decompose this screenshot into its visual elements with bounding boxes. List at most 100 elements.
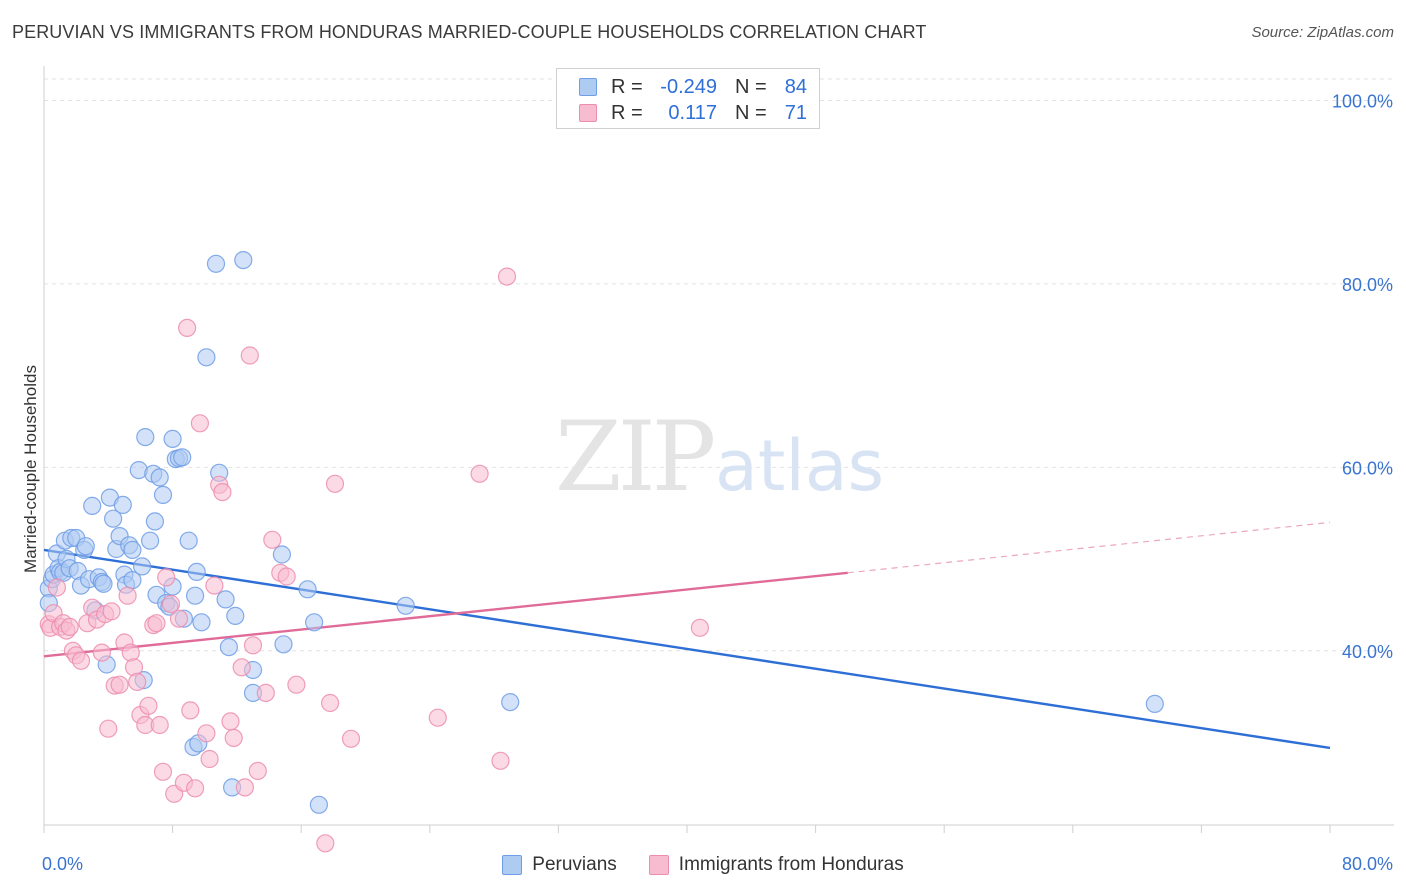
honduras-trendline xyxy=(43,571,848,658)
honduras-point xyxy=(150,715,169,735)
honduras-point xyxy=(139,696,158,715)
y-axis-label: Married-couple Households xyxy=(21,365,40,573)
honduras-point xyxy=(235,778,254,797)
legend-item-honduras[interactable]: Immigrants from Honduras xyxy=(648,854,904,876)
honduras-point xyxy=(161,594,181,614)
honduras-point xyxy=(213,483,232,502)
honduras-point xyxy=(60,617,79,637)
honduras-point xyxy=(157,568,176,587)
r-label: R = xyxy=(611,101,643,124)
peruvian-point xyxy=(133,557,152,576)
honduras-point xyxy=(341,729,361,748)
honduras-point xyxy=(121,643,140,662)
honduras-point xyxy=(316,834,335,853)
n-value: 84 xyxy=(784,75,807,98)
peruvian-point xyxy=(298,580,317,599)
peruvian-point xyxy=(186,586,205,605)
peruvian-trendline xyxy=(43,548,1331,750)
peruvian-point xyxy=(179,531,198,550)
legend-row-honduras: R = 0.117 N = 71 xyxy=(579,100,807,126)
honduras-point xyxy=(190,414,209,433)
x-tick-label: 0.0% xyxy=(42,854,83,874)
peruvian-point xyxy=(396,596,415,615)
peruvian-point xyxy=(94,574,113,593)
peruvian-point xyxy=(206,254,226,273)
peruvian-point xyxy=(153,485,173,504)
honduras-point xyxy=(197,724,216,743)
series-legend: Peruvians Immigrants from Honduras xyxy=(0,852,1406,878)
n-label: N = xyxy=(735,101,767,124)
peruvian-point xyxy=(1145,694,1164,714)
watermark-atlas: atlas xyxy=(715,425,884,507)
chart-title: PERUVIAN VS IMMIGRANTS FROM HONDURAS MAR… xyxy=(12,22,927,42)
honduras-trendline-extension xyxy=(847,521,1331,574)
honduras-point xyxy=(118,586,137,605)
y-tick-label: 100.0% xyxy=(1332,92,1393,112)
peruvian-point xyxy=(83,496,102,515)
peruvian-point xyxy=(272,545,291,564)
legend-item-peruvians[interactable]: Peruvians xyxy=(502,854,617,876)
honduras-point xyxy=(232,658,251,677)
honduras-point xyxy=(99,719,118,738)
honduras-point xyxy=(147,614,166,633)
honduras-point xyxy=(428,708,447,727)
y-tick-label: 80.0% xyxy=(1342,275,1393,295)
honduras-point xyxy=(325,474,345,493)
watermark-zip: ZIP xyxy=(555,401,714,513)
honduras-point xyxy=(248,761,267,781)
honduras-point xyxy=(186,779,205,798)
peruvian-point xyxy=(216,590,235,609)
honduras-point xyxy=(497,267,517,286)
legend-swatch-blue xyxy=(579,78,597,96)
legend-label: Immigrants from Honduras xyxy=(678,854,904,875)
honduras-point xyxy=(153,762,173,781)
honduras-point xyxy=(128,672,147,692)
peruvian-point xyxy=(76,537,95,556)
peruvian-point xyxy=(141,531,160,550)
honduras-point xyxy=(200,749,219,769)
legend-swatch-pink xyxy=(648,855,669,875)
legend-label: Peruvians xyxy=(532,854,617,875)
honduras-point xyxy=(690,618,710,637)
honduras-point xyxy=(224,728,243,748)
peruvian-point xyxy=(234,251,253,270)
honduras-point xyxy=(277,567,296,586)
peruvian-point xyxy=(123,540,142,560)
peruvian-point xyxy=(501,692,520,712)
honduras-point xyxy=(221,712,240,731)
honduras-point xyxy=(92,643,112,662)
source-credit: Source: ZipAtlas.com xyxy=(1251,24,1394,41)
honduras-point xyxy=(181,701,200,720)
peruvian-point xyxy=(187,562,206,582)
r-value: 0.117 xyxy=(668,101,717,124)
honduras-point xyxy=(263,530,282,549)
honduras-point xyxy=(470,464,489,483)
honduras-point xyxy=(287,675,306,694)
r-label: R = xyxy=(611,75,643,98)
honduras-point xyxy=(71,651,91,670)
honduras-point xyxy=(178,318,197,337)
honduras-point xyxy=(169,609,189,628)
peruvian-point xyxy=(150,468,169,487)
n-value: 71 xyxy=(784,101,807,124)
peruvian-point xyxy=(305,613,324,632)
legend-swatch-blue xyxy=(502,855,523,875)
y-tick-label: 60.0% xyxy=(1342,458,1393,478)
honduras-point xyxy=(110,675,129,694)
honduras-point xyxy=(491,751,510,770)
honduras-point xyxy=(240,346,259,365)
peruvian-point xyxy=(197,348,216,367)
peruvian-point xyxy=(192,613,211,632)
legend-row-peruvians: R = -0.249 N = 84 xyxy=(579,74,807,100)
honduras-point xyxy=(321,693,340,713)
peruvian-point xyxy=(145,512,164,531)
peruvian-point xyxy=(113,495,132,514)
peruvian-point xyxy=(136,428,155,447)
peruvian-point xyxy=(173,448,192,467)
peruvian-point xyxy=(219,637,238,657)
honduras-point xyxy=(205,576,224,595)
honduras-point xyxy=(102,602,121,621)
watermark: ZIP atlas xyxy=(555,401,884,513)
honduras-point xyxy=(47,578,67,597)
